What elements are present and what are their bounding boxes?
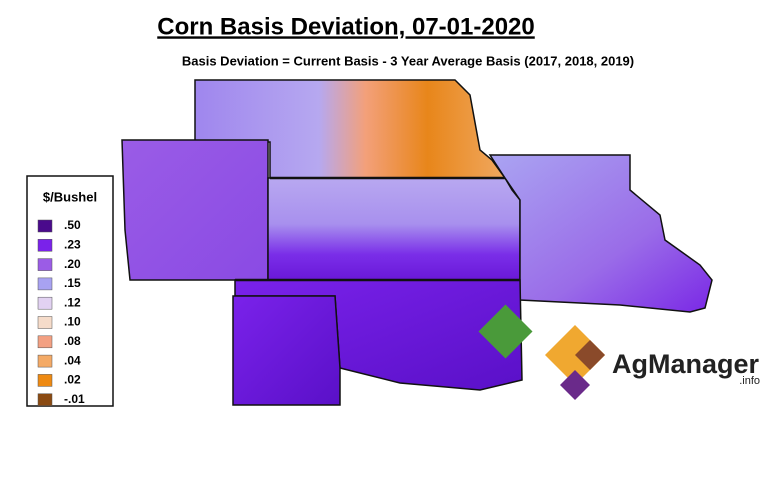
legend-swatch bbox=[37, 393, 53, 406]
legend-label: .08 bbox=[64, 334, 81, 348]
logo-name: AgManager bbox=[612, 349, 760, 379]
legend: .50 .23 .20 .15 .12 .10 .08 .04 .02 -.01 bbox=[37, 218, 85, 406]
legend-swatch bbox=[37, 316, 53, 329]
legend-label: .12 bbox=[64, 295, 81, 309]
logo-icon bbox=[478, 304, 533, 359]
legend-label: .20 bbox=[64, 257, 81, 271]
legend-swatch bbox=[37, 296, 53, 310]
texas-panhandle bbox=[232, 295, 341, 406]
logo-suffix: .info bbox=[739, 375, 760, 387]
legend-swatch bbox=[37, 354, 53, 368]
missouri bbox=[488, 154, 713, 313]
title: Corn Basis Deviation, 07-01-2020 bbox=[157, 13, 535, 40]
legend-swatch bbox=[37, 335, 53, 349]
legend-swatch bbox=[37, 219, 53, 233]
legend-label: .23 bbox=[64, 237, 81, 251]
subtitle: Basis Deviation = Current Basis - 3 Year… bbox=[182, 53, 634, 68]
map bbox=[121, 79, 713, 406]
logo-icon bbox=[575, 340, 605, 370]
legend-swatch bbox=[37, 374, 53, 387]
colorado bbox=[121, 139, 269, 281]
kansas bbox=[267, 177, 521, 281]
logo: AgManager .info bbox=[478, 304, 760, 400]
legend-title: $/Bushel bbox=[43, 189, 97, 204]
legend-label: .15 bbox=[64, 276, 81, 290]
legend-label: .02 bbox=[64, 373, 81, 387]
legend-swatch bbox=[37, 277, 53, 291]
legend-label: -.01 bbox=[64, 392, 85, 406]
legend-box bbox=[26, 175, 114, 407]
legend-label: .10 bbox=[64, 315, 81, 329]
legend-label: .04 bbox=[64, 353, 81, 367]
legend-swatch bbox=[37, 258, 53, 271]
legend-label: .50 bbox=[64, 218, 81, 232]
logo-icon bbox=[560, 370, 590, 400]
legend-swatch bbox=[37, 239, 53, 252]
